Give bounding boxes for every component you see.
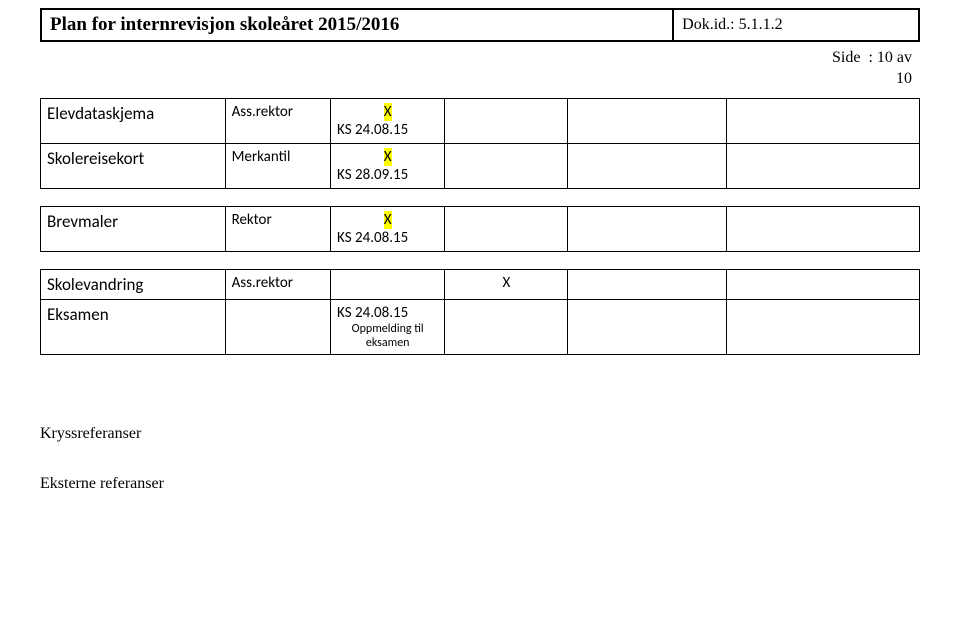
cell-empty	[568, 98, 726, 143]
side-label: Side	[832, 49, 860, 66]
cell-ks: X KS 24.08.15	[331, 98, 445, 143]
references: Kryssreferanser Eksterne referanser	[40, 425, 920, 493]
table-row: Brevmaler Rektor X KS 24.08.15	[41, 206, 920, 251]
cell-empty	[726, 98, 919, 143]
cell-empty	[568, 143, 726, 188]
cell-role: Ass.rektor	[225, 98, 330, 143]
cell-role: Rektor	[225, 206, 330, 251]
cell-ks: X KS 28.09.15	[331, 143, 445, 188]
ks-date: KS 24.08.15	[337, 304, 438, 322]
cell-name: Elevdataskjema	[41, 98, 226, 143]
cell-name: Skolereisekort	[41, 143, 226, 188]
cell-role: Merkantil	[225, 143, 330, 188]
header-box: Plan for internrevisjon skoleåret 2015/2…	[40, 8, 920, 42]
cell-empty	[445, 206, 568, 251]
cell-empty	[726, 299, 919, 354]
cell-empty	[726, 143, 919, 188]
ks-sub: eksamen	[337, 336, 438, 350]
cell-empty	[726, 206, 919, 251]
cell-role: Ass.rektor	[225, 269, 330, 299]
cell-x: X	[445, 269, 568, 299]
cell-empty	[445, 98, 568, 143]
cell-empty	[568, 269, 726, 299]
ks-date: KS 24.08.15	[337, 121, 438, 139]
cell-ks: X KS 24.08.15	[331, 206, 445, 251]
cell-ks	[331, 269, 445, 299]
cell-role	[225, 299, 330, 354]
dokid-value: 5.1.1.2	[739, 16, 783, 33]
kryssreferanser: Kryssreferanser	[40, 425, 920, 443]
x-mark-plain: X	[502, 274, 510, 292]
ks-sub: Oppmelding til	[337, 322, 438, 336]
cell-name: Brevmaler	[41, 206, 226, 251]
main-table: Elevdataskjema Ass.rektor X KS 24.08.15 …	[40, 98, 920, 355]
cell-name: Skolevandring	[41, 269, 226, 299]
cell-ks: KS 24.08.15 Oppmelding til eksamen	[331, 299, 445, 354]
header-title: Plan for internrevisjon skoleåret 2015/2…	[41, 9, 673, 41]
x-mark: X	[384, 211, 392, 229]
table-row: Eksamen KS 24.08.15 Oppmelding til eksam…	[41, 299, 920, 354]
table-row: Skolereisekort Merkantil X KS 28.09.15	[41, 143, 920, 188]
page-side: Side : 10 av 10	[40, 48, 920, 90]
ks-date: KS 24.08.15	[337, 229, 438, 247]
cell-empty	[568, 299, 726, 354]
x-mark: X	[384, 148, 392, 166]
table-row: Elevdataskjema Ass.rektor X KS 24.08.15	[41, 98, 920, 143]
cell-empty	[568, 206, 726, 251]
dokid-label: Dok.id.:	[682, 16, 738, 33]
header-dokid: Dok.id.: 5.1.1.2	[673, 9, 919, 41]
x-mark: X	[384, 103, 392, 121]
cell-empty	[726, 269, 919, 299]
cell-name: Eksamen	[41, 299, 226, 354]
spacer-row	[41, 251, 920, 269]
eksterne-referanser: Eksterne referanser	[40, 475, 920, 493]
table-row: Skolevandring Ass.rektor X	[41, 269, 920, 299]
spacer-row	[41, 188, 920, 206]
side-value: : 10 av	[868, 49, 912, 66]
cell-empty	[445, 143, 568, 188]
ks-date: KS 28.09.15	[337, 166, 438, 184]
side-value2: 10	[896, 70, 912, 87]
cell-empty	[445, 299, 568, 354]
